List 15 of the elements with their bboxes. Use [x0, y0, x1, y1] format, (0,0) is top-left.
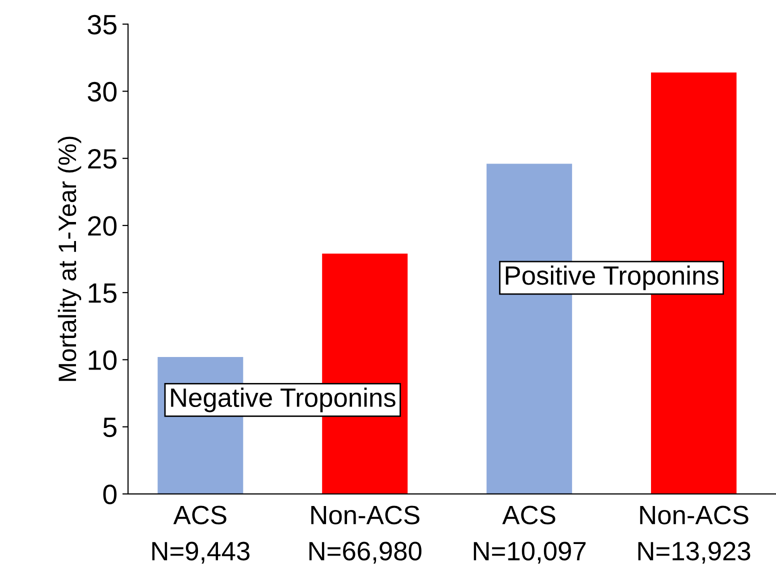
y-tick-label: 0 — [103, 484, 117, 504]
y-tick-label: 5 — [103, 418, 116, 438]
annotation: Positive Troponins — [506, 266, 718, 290]
annotation: Negative Troponins — [171, 388, 396, 412]
y-tick-label: 15 — [88, 284, 116, 303]
x-tick-label: ACS N=10,097 — [474, 506, 586, 564]
y-tick-label: 25 — [88, 149, 116, 169]
y-tick-label: 10 — [88, 350, 117, 370]
y-axis-title: Mortality at 1-Year (%) — [58, 136, 82, 381]
x-tick-label: Non-ACS N=13,923 — [638, 506, 750, 564]
y-tick-label: 30 — [88, 82, 117, 102]
x-tick-label: Non-ACS N=66,980 — [309, 506, 422, 564]
y-tick-label: 20 — [88, 216, 117, 236]
y-tick-label: 35 — [88, 14, 116, 34]
x-tick-label: ACS N=9,443 — [152, 506, 250, 564]
